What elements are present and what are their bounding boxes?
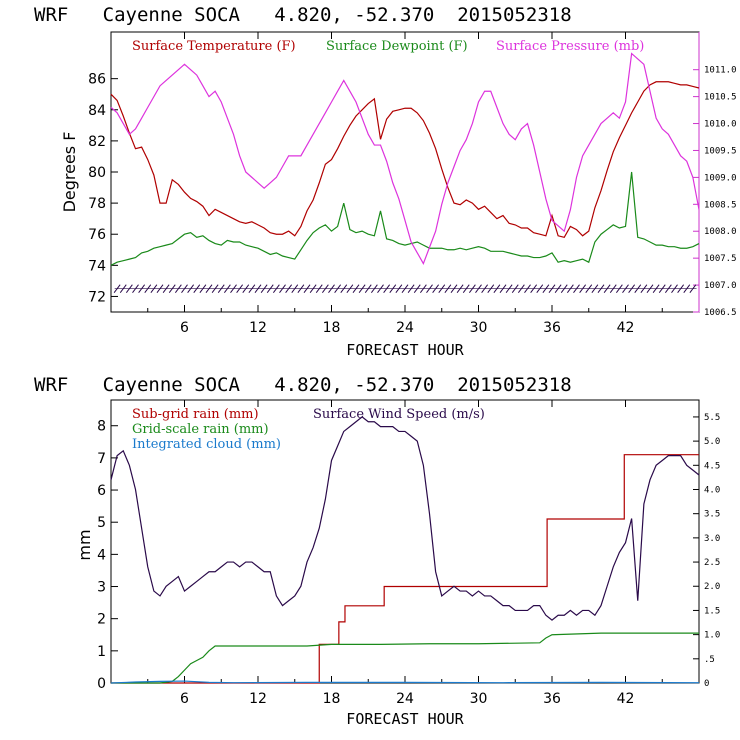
- top-x-ticks: 6 12 18 24 30 36 42: [147, 32, 663, 336]
- x-tick-label: 18: [323, 320, 341, 336]
- top-y2-ticks: 1006.5 1007.0 1007.5 1008.0 1008.5 1009.0 1009…: [693, 66, 737, 318]
- top-y-ticks: 72 74 76 78 80 82 84 86: [88, 72, 118, 305]
- sub-grid-rain-mm-line: [111, 454, 699, 684]
- y2-tick-label: 1011.0: [704, 66, 737, 76]
- bottom-x-axis-label: FORECAST HOUR: [346, 710, 464, 728]
- y2-tick-label: 5.5: [704, 413, 720, 423]
- y-tick-label: 0: [97, 676, 106, 692]
- top-y-axis-label: Degrees F: [60, 132, 79, 213]
- y2-tick-label: 1009.0: [704, 173, 737, 183]
- x-tick-label: 42: [617, 691, 635, 707]
- bottom-series: [110, 416, 700, 684]
- y-tick-label: 2: [97, 612, 106, 628]
- y2-tick-label: 1010.5: [704, 93, 737, 103]
- y-tick-label: 8: [97, 419, 106, 435]
- surface-temperature-f-line: [110, 81, 700, 239]
- y2-tick-label: 2.5: [704, 558, 720, 568]
- bottom-y-ticks: 0 1 2 3 4 5 6 7 8: [97, 419, 118, 692]
- temperature-panel: WRF Cayenne SOCA 4.820, -52.370 20150523…: [34, 4, 737, 359]
- bottom-y-axis-label: mm: [75, 529, 94, 560]
- surface-dewpoint-f-line: [110, 171, 700, 266]
- top-x-axis-label: FORECAST HOUR: [346, 341, 464, 359]
- y-tick-label: 78: [88, 196, 106, 212]
- grid-scale-rain-mm-line: [111, 632, 699, 684]
- y2-tick-label: 1006.5: [704, 308, 737, 318]
- y-tick-label: 6: [97, 483, 106, 499]
- bottom-legend: Sub-grid rain (mm) Surface Wind Speed (m…: [132, 407, 485, 452]
- y2-tick-label: 1.0: [704, 631, 720, 641]
- y2-tick-label: 5.0: [704, 437, 720, 447]
- y-tick-label: 72: [88, 289, 106, 305]
- y-tick-label: 86: [88, 72, 106, 88]
- legend-gridscale-rain: Grid-scale rain (mm): [132, 422, 269, 437]
- y-tick-label: 7: [97, 451, 106, 467]
- y2-tick-label: 4.5: [704, 461, 720, 471]
- legend-dewpoint: Surface Dewpoint (F): [326, 39, 468, 54]
- y2-tick-label: .5: [704, 655, 715, 665]
- x-tick-label: 18: [323, 691, 341, 707]
- y-tick-label: 3: [97, 580, 106, 596]
- y2-tick-label: 1010.0: [704, 120, 737, 130]
- bottom-chart-title: WRF Cayenne SOCA 4.820, -52.370 20150523…: [34, 374, 572, 396]
- x-tick-label: 36: [543, 320, 561, 336]
- y2-tick-label: 1007.0: [704, 281, 737, 291]
- legend-subgrid-rain: Sub-grid rain (mm): [132, 407, 259, 422]
- x-tick-label: 42: [617, 320, 635, 336]
- surface-wind-speed-m-s-line: [110, 416, 700, 621]
- y-tick-label: 1: [97, 644, 106, 660]
- y2-tick-label: 0: [704, 679, 709, 689]
- y2-tick-label: 3.5: [704, 510, 720, 520]
- legend-temperature: Surface Temperature (F): [132, 39, 296, 54]
- y2-tick-label: 1008.0: [704, 227, 737, 237]
- x-tick-label: 36: [543, 691, 561, 707]
- y-tick-label: 74: [88, 258, 106, 274]
- precipitation-panel: WRF Cayenne SOCA 4.820, -52.370 20150523…: [34, 374, 720, 728]
- y2-tick-label: 1009.5: [704, 146, 737, 156]
- y-tick-label: 82: [88, 134, 106, 150]
- y2-tick-label: 2.0: [704, 582, 720, 592]
- legend-integrated-cloud: Integrated cloud (mm): [132, 437, 281, 452]
- top-legend: Surface Temperature (F) Surface Dewpoint…: [132, 39, 644, 54]
- y2-tick-label: 3.0: [704, 534, 720, 544]
- top-plot-frame: [110, 31, 700, 313]
- x-tick-label: 12: [249, 320, 267, 336]
- x-tick-label: 12: [249, 691, 267, 707]
- x-tick-label: 30: [470, 691, 488, 707]
- y-tick-label: 80: [88, 165, 106, 181]
- x-tick-label: 24: [396, 320, 414, 336]
- y-tick-label: 84: [88, 103, 106, 119]
- surface-pressure-mb-line: [110, 52, 700, 265]
- x-tick-label: 24: [396, 691, 414, 707]
- legend-wind-speed: Surface Wind Speed (m/s): [313, 407, 485, 422]
- integrated-cloud-mm-line: [110, 680, 700, 684]
- top-chart-title: WRF Cayenne SOCA 4.820, -52.370 20150523…: [34, 4, 572, 26]
- bottom-x-ticks: 6 12 18 24 30 36 42: [147, 400, 663, 707]
- y2-tick-label: 1008.5: [704, 200, 737, 210]
- bottom-y2-ticks: 0 .5 1.0 1.5 2.0 2.5 3.0 3.5 4.0 4.5 5.0 5.5: [693, 413, 720, 689]
- y-tick-label: 76: [88, 227, 106, 243]
- y-tick-label: 5: [97, 515, 106, 531]
- x-tick-label: 6: [180, 320, 189, 336]
- y2-tick-label: 1007.5: [704, 254, 737, 264]
- x-tick-label: 6: [180, 691, 189, 707]
- legend-pressure: Surface Pressure (mb): [496, 39, 644, 54]
- y2-tick-label: 4.0: [704, 485, 720, 495]
- y2-tick-label: 1.5: [704, 606, 720, 616]
- x-tick-label: 30: [470, 320, 488, 336]
- y-tick-label: 4: [97, 547, 106, 563]
- top-series: [110, 52, 700, 293]
